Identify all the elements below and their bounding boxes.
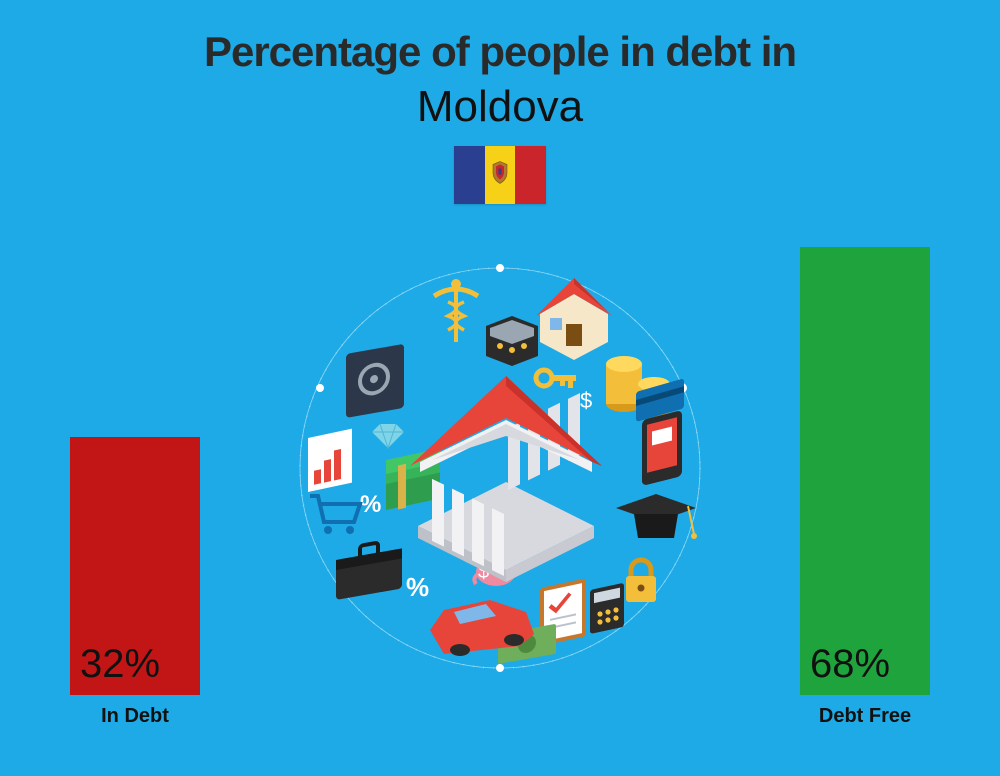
bar-group-debt-free: 68% Debt Free (800, 247, 930, 728)
page-title: Percentage of people in debt in (0, 0, 1000, 76)
bar-label-in-debt: In Debt (101, 705, 169, 728)
bar-debt-free: 68% (800, 247, 930, 695)
bar-group-in-debt: 32% In Debt (70, 437, 200, 728)
bar-label-debt-free: Debt Free (819, 705, 911, 728)
bar-value-in-debt: 32% (80, 642, 160, 687)
bar-in-debt: 32% (70, 437, 200, 695)
bar-chart: 32% In Debt 68% Debt Free (0, 247, 1000, 728)
country-flag (0, 146, 1000, 204)
country-subtitle: Moldova (0, 82, 1000, 132)
flag-emblem-icon (490, 161, 510, 190)
flag-box (454, 146, 546, 204)
bar-value-debt-free: 68% (810, 642, 890, 687)
flag-stripe-1 (454, 146, 485, 204)
flag-stripe-3 (515, 146, 546, 204)
